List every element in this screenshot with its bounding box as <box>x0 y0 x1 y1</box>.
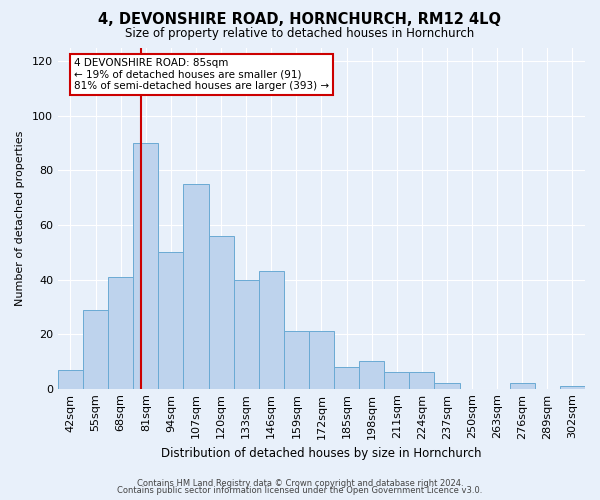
X-axis label: Distribution of detached houses by size in Hornchurch: Distribution of detached houses by size … <box>161 447 482 460</box>
Bar <box>359 362 384 388</box>
Bar <box>108 277 133 388</box>
Bar <box>259 272 284 388</box>
Text: Contains public sector information licensed under the Open Government Licence v3: Contains public sector information licen… <box>118 486 482 495</box>
Bar <box>184 184 209 388</box>
Bar <box>58 370 83 388</box>
Text: Contains HM Land Registry data © Crown copyright and database right 2024.: Contains HM Land Registry data © Crown c… <box>137 478 463 488</box>
Text: Size of property relative to detached houses in Hornchurch: Size of property relative to detached ho… <box>125 28 475 40</box>
Bar <box>409 372 434 388</box>
Y-axis label: Number of detached properties: Number of detached properties <box>15 130 25 306</box>
Bar <box>510 383 535 388</box>
Bar <box>309 332 334 388</box>
Bar <box>284 332 309 388</box>
Bar <box>158 252 184 388</box>
Bar <box>560 386 585 388</box>
Bar <box>133 143 158 388</box>
Bar <box>233 280 259 388</box>
Text: 4 DEVONSHIRE ROAD: 85sqm
← 19% of detached houses are smaller (91)
81% of semi-d: 4 DEVONSHIRE ROAD: 85sqm ← 19% of detach… <box>74 58 329 91</box>
Text: 4, DEVONSHIRE ROAD, HORNCHURCH, RM12 4LQ: 4, DEVONSHIRE ROAD, HORNCHURCH, RM12 4LQ <box>98 12 502 28</box>
Bar <box>434 383 460 388</box>
Bar <box>83 310 108 388</box>
Bar <box>209 236 233 388</box>
Bar <box>334 367 359 388</box>
Bar <box>384 372 409 388</box>
